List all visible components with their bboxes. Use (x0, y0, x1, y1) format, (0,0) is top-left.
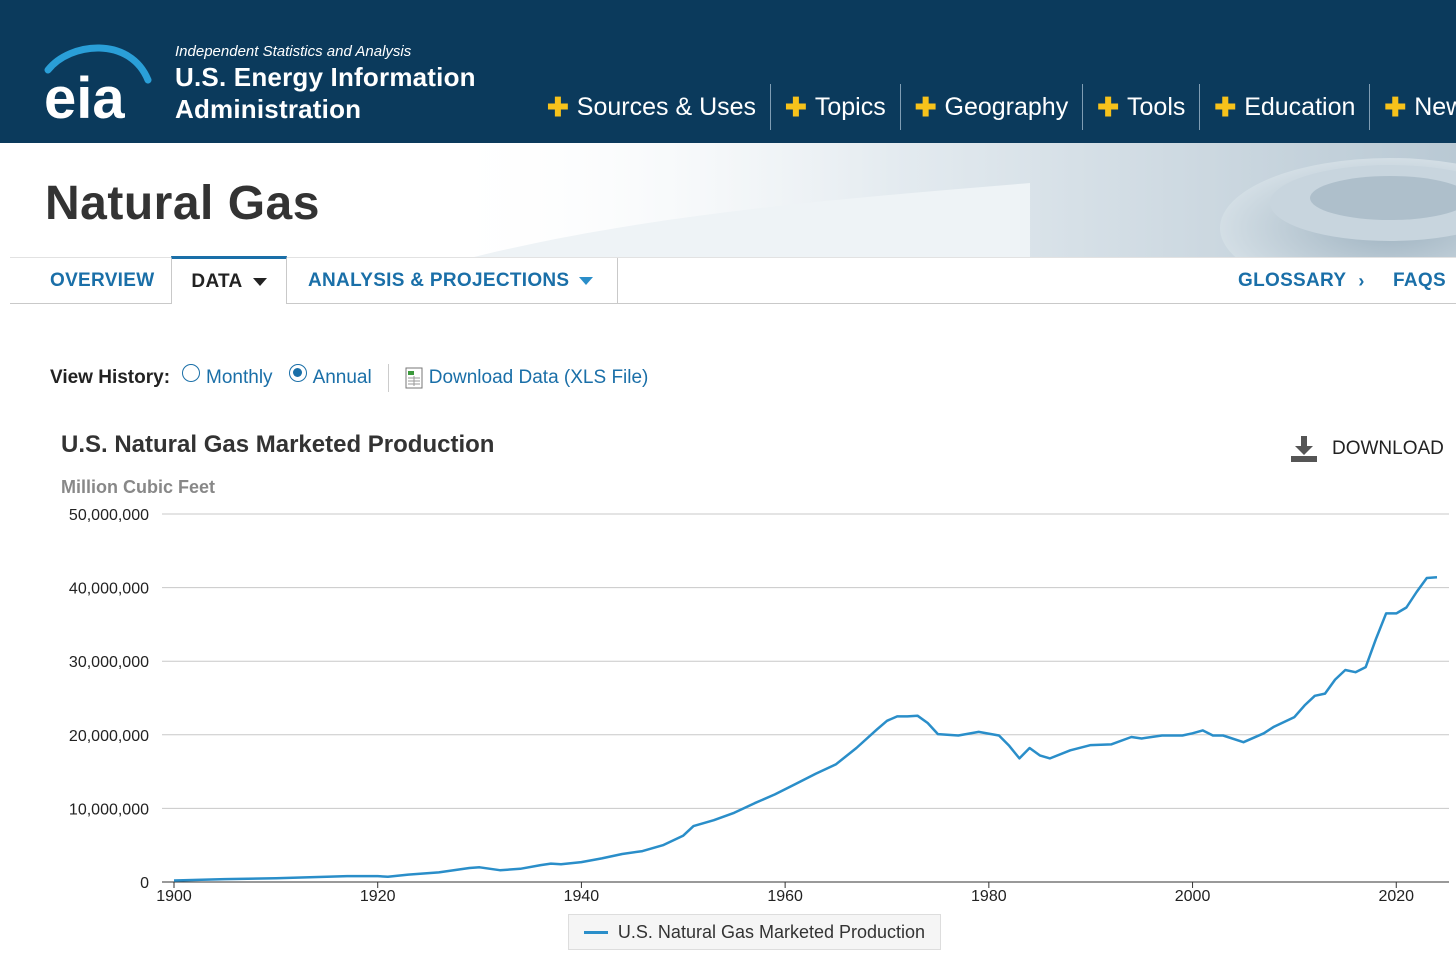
production-line-chart: 0 10,000,000 20,000,000 30,000,000 40,000,00… (69, 507, 1449, 905)
nav-label: Tools (1127, 92, 1186, 121)
caret-down-icon (579, 277, 594, 285)
nav-item-tools[interactable]: ✚ Tools (1083, 84, 1201, 130)
chart-legend[interactable]: U.S. Natural Gas Marketed Production (568, 914, 941, 950)
tab-label: FAQS (1393, 270, 1446, 291)
nav-item-geography[interactable]: ✚ Geography (901, 84, 1084, 130)
tab-data[interactable]: DATA (171, 256, 287, 304)
tab-label: OVERVIEW (50, 270, 155, 291)
plus-icon: ✚ (1384, 91, 1407, 122)
y-tick-label: 10,000,000 (69, 801, 149, 818)
tab-overview[interactable]: OVERVIEW (50, 258, 154, 304)
download-icon (1291, 436, 1317, 462)
site-header: eia Independent Statistics and Analysis … (0, 0, 1456, 143)
tab-analysis-projections[interactable]: ANALYSIS & PROJECTIONS (287, 258, 619, 304)
plus-icon: ✚ (785, 91, 807, 122)
view-history-bar: View History: Monthly Annual Download Da… (50, 363, 648, 393)
page-banner: Natural Gas (0, 143, 1456, 258)
nav-label: Education (1244, 92, 1356, 121)
nav-label: Topics (814, 92, 886, 121)
tab-label: GLOSSARY (1238, 270, 1347, 291)
nav-label: Sources & Uses (576, 92, 757, 121)
page-title: Natural Gas (45, 177, 320, 230)
download-xls-label: Download Data (XLS File) (428, 367, 649, 388)
legend-swatch (583, 930, 608, 934)
monthly-label: Monthly (206, 367, 273, 388)
nav-item-sources-uses[interactable]: ✚ Sources & Uses (533, 84, 772, 130)
x-tick-label: 2020 (1378, 888, 1414, 905)
x-tick-label: 1900 (156, 888, 192, 905)
tab-faqs[interactable]: FAQS› (1393, 258, 1456, 304)
chevron-right-icon: › (1358, 270, 1365, 291)
annual-label: Annual (312, 367, 372, 388)
x-tick-label: 1920 (360, 888, 396, 905)
main-nav: ✚ Sources & Uses ✚ Topics ✚ Geography ✚ Tool… (533, 84, 1456, 130)
view-history-label: View History: (50, 367, 171, 388)
chart-unit-label: Million Cubic Feet (61, 477, 216, 497)
nav-label: News (1414, 92, 1456, 121)
nav-item-news[interactable]: ✚News (1370, 84, 1456, 130)
y-tick-label: 0 (140, 875, 149, 892)
agency-name-line2[interactable]: Administration (175, 94, 362, 124)
agency-name-line1[interactable]: U.S. Energy Information (175, 62, 476, 92)
series-line-marketed-production[interactable] (173, 576, 1438, 882)
y-tick-label: 40,000,000 (69, 581, 149, 598)
nav-item-education[interactable]: ✚ Education (1200, 84, 1371, 130)
download-label: DOWNLOAD (1332, 438, 1444, 459)
x-tick-label: 1940 (564, 888, 600, 905)
tab-label: ANALYSIS & PROJECTIONS (308, 270, 570, 291)
tagline: Independent Statistics and Analysis (175, 43, 412, 60)
y-tick-label: 50,000,000 (69, 507, 149, 524)
x-tick-label: 2000 (1175, 888, 1211, 905)
eia-logo[interactable]: eia (40, 40, 155, 125)
gas-burner-image (430, 143, 1456, 258)
monthly-radio-option[interactable]: Monthly (182, 364, 273, 389)
chart-title: U.S. Natural Gas Marketed Production (61, 431, 495, 458)
plus-icon: ✚ (914, 91, 937, 122)
caret-down-icon (252, 277, 267, 286)
y-axis: 0 10,000,000 20,000,000 30,000,000 40,000,00… (69, 507, 149, 892)
annual-radio[interactable] (288, 364, 307, 382)
x-axis: 1900 1920 1940 1960 1980 2000 2020 (156, 882, 1414, 905)
plus-icon: ✚ (1097, 91, 1120, 122)
x-tick-label: 1960 (767, 888, 803, 905)
tab-glossary[interactable]: GLOSSARY › (1238, 258, 1365, 304)
annual-radio-option[interactable]: Annual (288, 364, 372, 389)
chart-download-button[interactable]: DOWNLOAD (1290, 436, 1444, 462)
spreadsheet-icon (405, 367, 423, 389)
tab-label: DATA (191, 270, 243, 292)
divider (387, 364, 389, 392)
y-tick-label: 20,000,000 (69, 728, 149, 745)
legend-label: U.S. Natural Gas Marketed Production (617, 921, 926, 942)
plus-icon: ✚ (547, 91, 569, 122)
download-xls-link[interactable]: Download Data (XLS File) (405, 367, 649, 389)
nav-item-topics[interactable]: ✚ Topics (771, 84, 901, 130)
svg-text:eia: eia (44, 66, 125, 125)
monthly-radio[interactable] (182, 364, 201, 382)
y-tick-label: 30,000,000 (69, 654, 149, 671)
nav-label: Geography (944, 92, 1069, 121)
plus-icon: ✚ (1214, 91, 1237, 122)
x-tick-label: 1980 (971, 888, 1007, 905)
chart-grid (162, 513, 1449, 883)
section-tabs: OVERVIEW DATA ANALYSIS & PROJECTIONS GLO… (10, 256, 1456, 304)
